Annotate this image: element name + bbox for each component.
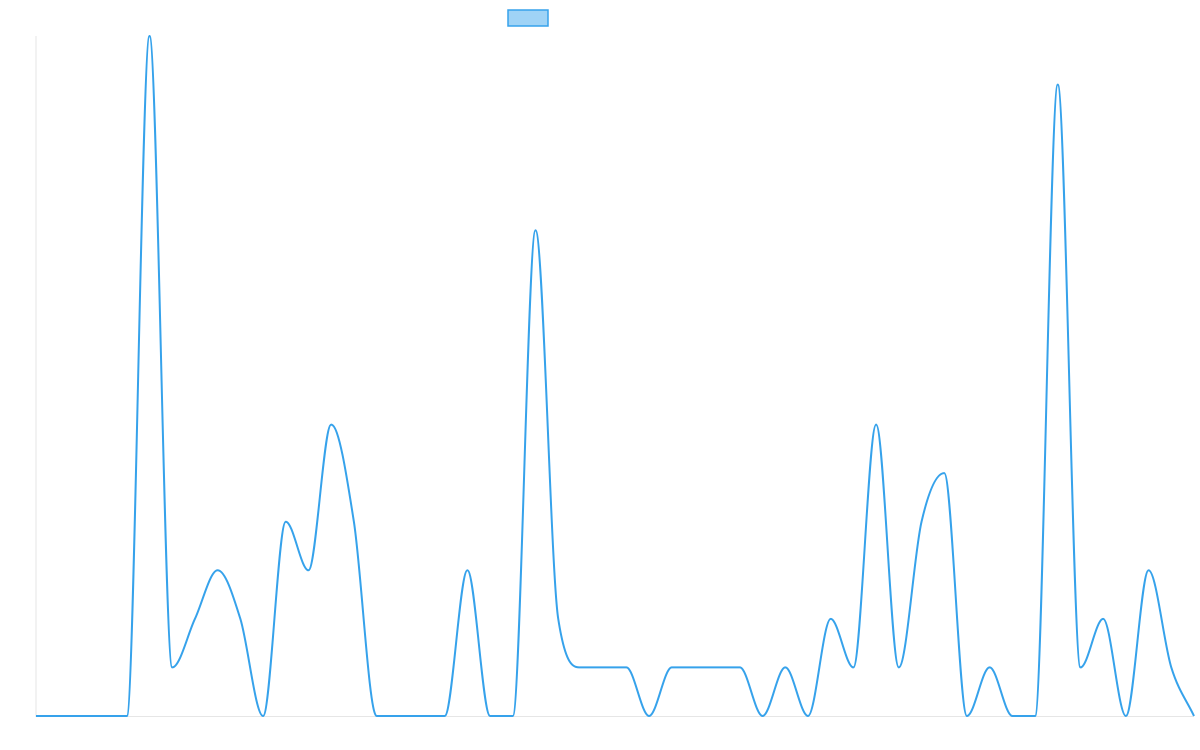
data-point[interactable]	[555, 616, 561, 622]
data-point[interactable]	[419, 713, 425, 719]
data-point[interactable]	[328, 422, 334, 428]
data-point[interactable]	[510, 713, 516, 719]
data-point[interactable]	[691, 664, 697, 670]
data-point[interactable]	[1100, 616, 1106, 622]
data-point[interactable]	[533, 227, 539, 233]
legend[interactable]	[507, 9, 549, 27]
data-point[interactable]	[873, 422, 879, 428]
data-point[interactable]	[147, 33, 153, 39]
data-point[interactable]	[101, 713, 107, 719]
data-point[interactable]	[714, 664, 720, 670]
data-point[interactable]	[1123, 713, 1129, 719]
data-point[interactable]	[941, 470, 947, 476]
data-point[interactable]	[601, 664, 607, 670]
data-point[interactable]	[850, 664, 856, 670]
data-point[interactable]	[1032, 713, 1038, 719]
legend-swatch[interactable]	[507, 9, 549, 27]
data-point[interactable]	[1077, 664, 1083, 670]
data-point[interactable]	[169, 664, 175, 670]
data-point[interactable]	[578, 664, 584, 670]
data-point[interactable]	[192, 616, 198, 622]
data-point[interactable]	[283, 519, 289, 525]
data-point[interactable]	[646, 713, 652, 719]
data-point[interactable]	[351, 519, 357, 525]
data-point[interactable]	[669, 664, 675, 670]
data-point[interactable]	[124, 713, 130, 719]
data-point[interactable]	[828, 616, 834, 622]
data-point[interactable]	[987, 664, 993, 670]
data-point[interactable]	[782, 664, 788, 670]
data-point[interactable]	[737, 664, 743, 670]
data-points	[33, 33, 1197, 719]
data-point[interactable]	[1009, 713, 1015, 719]
data-point[interactable]	[487, 713, 493, 719]
data-point[interactable]	[623, 664, 629, 670]
data-point[interactable]	[964, 713, 970, 719]
data-point[interactable]	[260, 713, 266, 719]
data-point[interactable]	[1055, 82, 1061, 88]
data-point[interactable]	[442, 713, 448, 719]
data-point[interactable]	[33, 713, 39, 719]
data-point[interactable]	[1191, 713, 1197, 719]
data-point[interactable]	[78, 713, 84, 719]
data-point[interactable]	[305, 567, 311, 573]
data-point[interactable]	[374, 713, 380, 719]
data-point[interactable]	[1168, 664, 1174, 670]
data-point[interactable]	[896, 664, 902, 670]
series-line	[36, 34, 1195, 718]
data-point[interactable]	[919, 519, 925, 525]
data-point[interactable]	[760, 713, 766, 719]
data-point[interactable]	[237, 616, 243, 622]
data-point[interactable]	[56, 713, 62, 719]
data-point[interactable]	[215, 567, 221, 573]
data-point[interactable]	[1146, 567, 1152, 573]
data-point[interactable]	[805, 713, 811, 719]
data-point[interactable]	[464, 567, 470, 573]
data-point[interactable]	[396, 713, 402, 719]
